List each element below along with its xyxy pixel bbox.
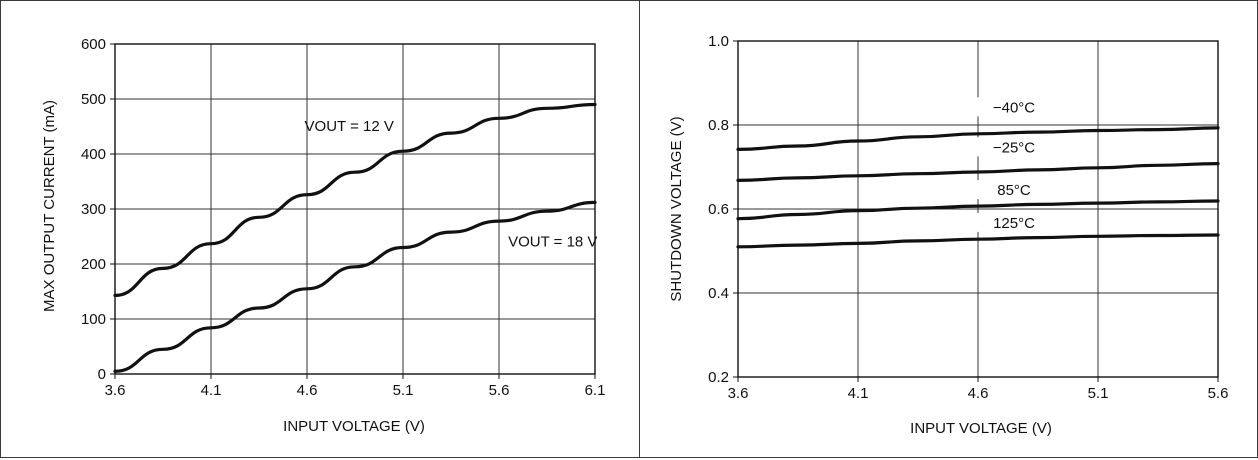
y-axis-title: MAX OUTPUT CURRENT (mA) [41,100,58,312]
x-tick-label: 5.6 [489,382,510,399]
y-tick-label: 1.0 [708,33,729,50]
series-label-backing [976,97,1052,117]
x-axis-title: INPUT VOLTAGE (V) [910,420,1052,437]
series-label: 125°C [993,215,1035,232]
x-tick-label: 3.6 [728,385,749,402]
y-tick-label: 0 [98,366,106,383]
x-axis-title: INPUT VOLTAGE (V) [283,418,425,435]
series-label: −40°C [993,99,1035,116]
series-label: −25°C [993,139,1035,156]
x-tick-label: 4.1 [848,385,869,402]
y-tick-label: 0.6 [708,201,729,218]
chart-max-output-current: INPUT VOLTAGE (V) MAX OUTPUT CURRENT (mA… [41,36,606,435]
y-tick-label: 400 [81,146,106,163]
y-tick-label: 100 [81,311,106,328]
series-label-backing [311,115,388,135]
series-line [113,102,597,297]
y-tick-label: 200 [81,256,106,273]
x-tick-label: 5.6 [1208,385,1229,402]
chart-panel-shutdown-voltage: INPUT VOLTAGE (V) SHUTDOWN VOLTAGE (V) 3… [639,0,1258,458]
series-label-backing [976,180,1052,200]
series-line [736,199,1220,221]
y-tick-label: 0.8 [708,117,729,134]
series-label-backing [514,231,591,251]
x-tick-label: 5.1 [393,382,414,399]
y-tick-label: 0.2 [708,369,729,386]
series-line [113,200,597,373]
chart-shutdown-voltage: INPUT VOLTAGE (V) SHUTDOWN VOLTAGE (V) 3… [668,33,1229,437]
y-tick-label: 0.4 [708,285,729,302]
x-tick-label: 5.1 [1088,385,1109,402]
y-tick-label: 500 [81,91,106,108]
y-tick-label: 600 [81,36,106,53]
x-tick-label: 3.6 [105,382,126,399]
x-tick-label: 6.1 [585,382,606,399]
series-label: VOUT = 18 V [508,233,597,250]
series-label: VOUT = 12 V [305,118,394,135]
series-label-backing [976,137,1052,157]
x-tick-label: 4.6 [968,385,989,402]
y-axis-title: SHUTDOWN VOLTAGE (V) [668,116,685,301]
series-label-backing [976,212,1052,232]
x-tick-label: 4.6 [297,382,318,399]
series-label: 85°C [997,182,1031,199]
x-tick-label: 4.1 [201,382,222,399]
series-line [736,126,1220,151]
series-line [736,233,1220,249]
chart-panel-max-output-current: INPUT VOLTAGE (V) MAX OUTPUT CURRENT (mA… [0,0,640,458]
series-line [736,162,1220,182]
y-tick-label: 300 [81,201,106,218]
